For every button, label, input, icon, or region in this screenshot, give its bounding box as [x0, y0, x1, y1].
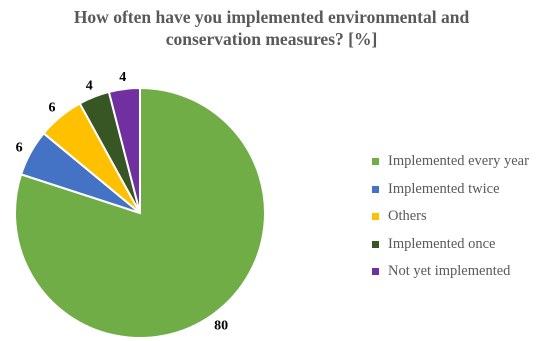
pie-slices: [14, 86, 266, 339]
chart-title: How often have you implemented environme…: [0, 6, 543, 50]
chart-title-line-1: How often have you implemented environme…: [73, 7, 470, 27]
legend-label: Not yet implemented: [388, 263, 511, 280]
legend-item-others: Others: [372, 203, 529, 231]
legend-item-not-yet-implemented: Not yet implemented: [372, 258, 529, 286]
data-label-implemented-twice: 6: [16, 141, 23, 156]
data-label-implemented-every-year: 80: [214, 319, 228, 334]
legend-swatch: [372, 213, 379, 221]
legend-item-implemented-twice: Implemented twice: [372, 176, 529, 204]
legend-label: Implemented every year: [388, 153, 529, 170]
legend-label: Implemented twice: [388, 180, 500, 197]
legend-item-implemented-once: Implemented once: [372, 231, 529, 259]
data-label-others: 6: [49, 101, 56, 116]
legend-label: Implemented once: [388, 235, 496, 252]
pie-slice-not-yet-implemented: [107, 86, 141, 214]
legend-item-implemented-every-year: Implemented every year: [372, 148, 529, 176]
legend-swatch: [372, 268, 379, 276]
chart-title-line-2: conservation measures? [%]: [165, 29, 378, 49]
legend-swatch: [372, 240, 379, 248]
data-label-not-yet-implemented: 4: [119, 70, 126, 85]
legend-swatch: [372, 158, 379, 166]
legend: Implemented every year Implemented twice O…: [372, 148, 529, 286]
legend-swatch: [372, 185, 379, 193]
legend-label: Others: [388, 208, 427, 225]
data-labels: 80 6 6 4 4: [16, 70, 229, 334]
data-label-implemented-once: 4: [86, 79, 93, 94]
